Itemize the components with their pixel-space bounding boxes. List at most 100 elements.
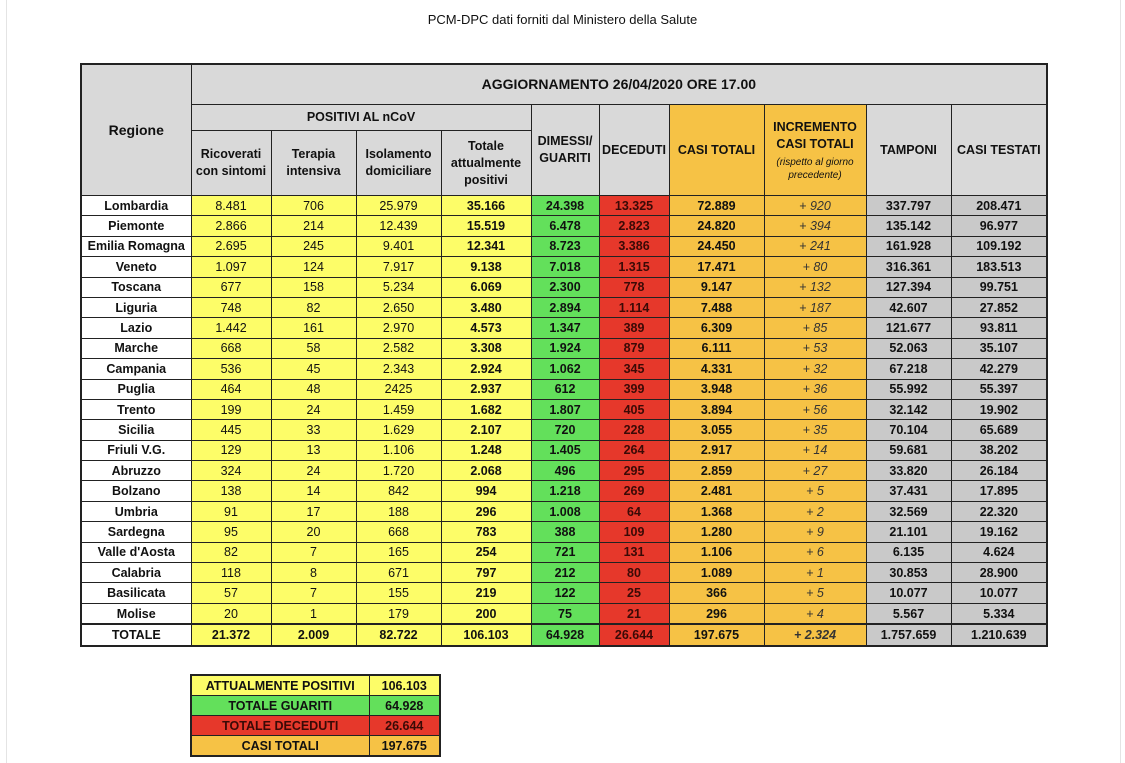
header-regione: Regione xyxy=(80,63,192,196)
cell-totale-positivi: 994 xyxy=(440,480,532,502)
cell-isolamento: 668 xyxy=(355,521,442,543)
cell-incremento: + 85 xyxy=(763,317,867,339)
cell-tamponi: 32.569 xyxy=(865,500,952,523)
summary-value: 26.644 xyxy=(368,715,441,736)
table-row: Campania 536 45 2.343 2.924 1.062 345 4.331 + 32… xyxy=(80,358,1048,380)
cell-isolamento: 2.970 xyxy=(355,317,442,339)
cell-isolamento: 179 xyxy=(355,602,442,625)
cell-totale-positivi: 219 xyxy=(440,582,532,604)
table-row: Trento 199 24 1.459 1.682 1.807 405 3.894 + 56 32… xyxy=(80,398,1048,421)
cell-terapia: 14 xyxy=(270,480,357,502)
cell-deceduti: 2.823 xyxy=(598,215,670,237)
cell-casi-totali: 1.280 xyxy=(668,521,765,543)
cell-deceduti: 405 xyxy=(598,398,670,421)
table-row: Umbria 91 17 188 296 1.008 64 1.368 + 2 32.569 22.… xyxy=(80,500,1048,523)
cell-isolamento: 2.650 xyxy=(355,296,442,319)
header-deceduti: DECEDUTI xyxy=(598,104,670,196)
cell-casi-testati: 10.077 xyxy=(950,582,1048,604)
cell-isolamento: 2425 xyxy=(355,378,442,400)
cell-regione: Sardegna xyxy=(80,521,192,543)
cell-casi-totali: 366 xyxy=(668,582,765,604)
cell-casi-testati: 1.210.639 xyxy=(950,623,1048,647)
cell-terapia: 124 xyxy=(270,256,357,278)
cell-casi-testati: 27.852 xyxy=(950,296,1048,319)
cell-ricoverati: 57 xyxy=(190,582,272,604)
cell-regione: Sicilia xyxy=(80,419,192,441)
cell-casi-testati: 17.895 xyxy=(950,480,1048,502)
cell-isolamento: 842 xyxy=(355,480,442,502)
cell-regione: TOTALE xyxy=(80,623,192,647)
cell-tamponi: 121.677 xyxy=(865,317,952,339)
cell-incremento: + 27 xyxy=(763,460,867,482)
cell-deceduti: 131 xyxy=(598,541,670,564)
cell-casi-testati: 183.513 xyxy=(950,256,1048,278)
cell-regione: Lazio xyxy=(80,317,192,339)
table-row: Bolzano 138 14 842 994 1.218 269 2.481 + 5 37.431… xyxy=(80,480,1048,502)
cell-tamponi: 52.063 xyxy=(865,337,952,360)
cell-deceduti: 879 xyxy=(598,337,670,360)
cell-incremento: + 2.324 xyxy=(763,623,867,647)
cell-incremento: + 920 xyxy=(763,194,867,217)
cell-incremento: + 187 xyxy=(763,296,867,319)
cell-regione: Puglia xyxy=(80,378,192,400)
cell-totale-positivi: 1.682 xyxy=(440,398,532,421)
cell-dimessi: 64.928 xyxy=(530,623,600,647)
cell-terapia: 24 xyxy=(270,398,357,421)
cell-regione: Basilicata xyxy=(80,582,192,604)
cell-incremento: + 56 xyxy=(763,398,867,421)
cell-totale-positivi: 783 xyxy=(440,521,532,543)
cell-dimessi: 612 xyxy=(530,378,600,400)
cell-regione: Calabria xyxy=(80,562,192,584)
cell-terapia: 17 xyxy=(270,500,357,523)
cell-incremento: + 4 xyxy=(763,602,867,625)
table-row: Veneto 1.097 124 7.917 9.138 7.018 1.315 17.471… xyxy=(80,256,1048,278)
cell-tamponi: 10.077 xyxy=(865,582,952,604)
cell-casi-totali: 1.106 xyxy=(668,541,765,564)
cell-terapia: 7 xyxy=(270,541,357,564)
cell-totale-positivi: 9.138 xyxy=(440,256,532,278)
total-row: TOTALE 21.372 2.009 82.722 106.103 64.928 26.6… xyxy=(80,623,1048,647)
cell-isolamento: 671 xyxy=(355,562,442,584)
cell-dimessi: 1.218 xyxy=(530,480,600,502)
cell-isolamento: 1.459 xyxy=(355,398,442,421)
cell-totale-positivi: 2.937 xyxy=(440,378,532,400)
cell-dimessi: 6.478 xyxy=(530,215,600,237)
cell-regione: Liguria xyxy=(80,296,192,319)
header-terapia: Terapia intensiva xyxy=(270,130,357,196)
cell-tamponi: 21.101 xyxy=(865,521,952,543)
cell-terapia: 2.009 xyxy=(270,623,357,647)
header-totale-positivi: Totale attualmente positivi xyxy=(440,130,532,196)
cell-totale-positivi: 6.069 xyxy=(440,276,532,298)
summary-row: TOTALE DECEDUTI 26.644 xyxy=(190,715,441,736)
cell-incremento: + 1 xyxy=(763,562,867,584)
cell-deceduti: 778 xyxy=(598,276,670,298)
cell-casi-testati: 42.279 xyxy=(950,358,1048,380)
header-casi-totali: CASI TOTALI xyxy=(668,104,765,196)
cell-deceduti: 26.644 xyxy=(598,623,670,647)
cell-incremento: + 9 xyxy=(763,521,867,543)
cell-totale-positivi: 15.519 xyxy=(440,215,532,237)
cell-casi-testati: 99.751 xyxy=(950,276,1048,298)
table-row: Friuli V.G. 129 13 1.106 1.248 1.405 264 2.917 +… xyxy=(80,439,1048,462)
cell-incremento: + 2 xyxy=(763,500,867,523)
cell-terapia: 706 xyxy=(270,194,357,217)
cell-ricoverati: 1.097 xyxy=(190,256,272,278)
cell-casi-totali: 24.450 xyxy=(668,235,765,258)
cell-casi-testati: 22.320 xyxy=(950,500,1048,523)
cell-casi-totali: 2.481 xyxy=(668,480,765,502)
cell-totale-positivi: 200 xyxy=(440,602,532,625)
page-border xyxy=(6,0,1121,763)
cell-deceduti: 109 xyxy=(598,521,670,543)
table-row: Basilicata 57 7 155 219 122 25 366 + 5 10.077 10.0… xyxy=(80,582,1048,604)
cell-casi-totali: 3.055 xyxy=(668,419,765,441)
header-isolamento: Isolamento domiciliare xyxy=(355,130,442,196)
cell-tamponi: 42.607 xyxy=(865,296,952,319)
cell-totale-positivi: 2.924 xyxy=(440,358,532,380)
summary-row: CASI TOTALI 197.675 xyxy=(190,735,441,757)
cell-deceduti: 264 xyxy=(598,439,670,462)
table-row: Molise 20 1 179 200 75 21 296 + 4 5.567 5.334 xyxy=(80,602,1048,625)
cell-dimessi: 496 xyxy=(530,460,600,482)
cell-casi-testati: 93.811 xyxy=(950,317,1048,339)
cell-totale-positivi: 3.480 xyxy=(440,296,532,319)
cell-totale-positivi: 797 xyxy=(440,562,532,584)
